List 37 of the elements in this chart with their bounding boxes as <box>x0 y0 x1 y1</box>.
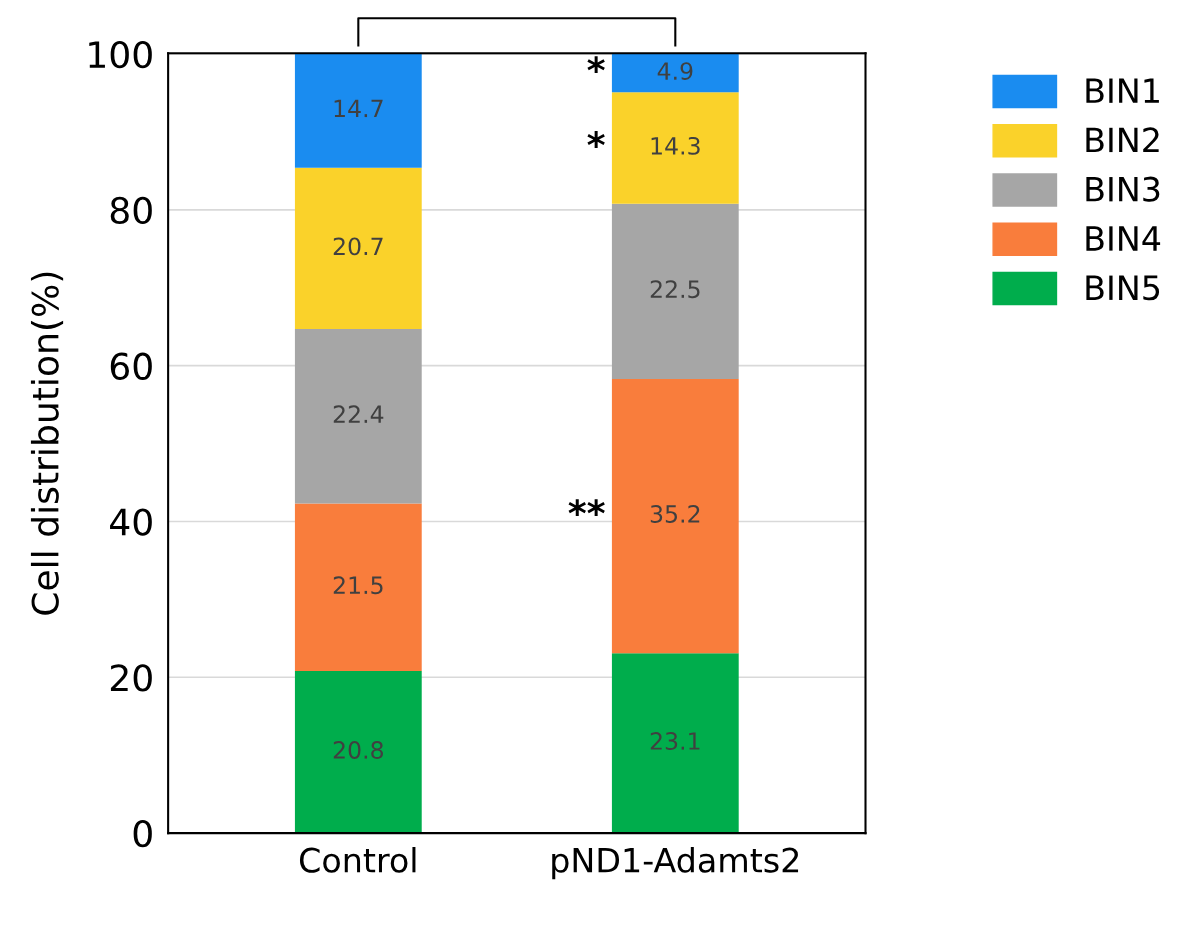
data-label: 14.3 <box>651 136 700 155</box>
annotation: ** <box>568 499 605 516</box>
x-tick-label: Control <box>299 846 416 873</box>
y-tick-label: 20 <box>110 664 152 692</box>
bar <box>611 653 739 834</box>
legend-label: BIN5 <box>1086 275 1160 301</box>
legend-label: BIN1 <box>1086 78 1159 103</box>
y-tick-label: 0 <box>133 820 152 848</box>
bar <box>294 503 422 672</box>
legend-label: BIN4 <box>1086 226 1161 251</box>
y-tick-label: 100 <box>89 40 152 69</box>
annotation: * <box>587 131 605 148</box>
data-label: 35.2 <box>650 505 700 523</box>
y-axis-title: Cell distribution(%) <box>30 272 64 615</box>
data-label: 23.1 <box>650 732 700 750</box>
data-label: 22.4 <box>333 405 384 423</box>
legend-label: BIN2 <box>1086 127 1159 153</box>
y-tick-label: 40 <box>110 508 152 536</box>
legend-label: BIN3 <box>1086 176 1160 202</box>
bar <box>294 329 422 504</box>
data-label: 20.8 <box>333 741 383 759</box>
data-label: 21.5 <box>333 576 383 595</box>
bar <box>294 167 422 330</box>
y-tick-label: 80 <box>110 196 152 225</box>
bar <box>611 203 739 379</box>
annotation: * <box>587 56 605 74</box>
bar <box>611 54 739 93</box>
y-tick-label: 60 <box>110 352 152 380</box>
data-label: 20.7 <box>333 237 383 256</box>
data-label: 14.7 <box>334 99 383 118</box>
bar <box>611 378 739 654</box>
bar <box>294 671 422 834</box>
bar <box>611 92 739 204</box>
data-label: 4.9 <box>657 62 693 81</box>
bar <box>294 53 422 168</box>
data-label: 22.5 <box>650 280 700 299</box>
x-tick-label: pND1-Adamts2 <box>552 846 799 880</box>
